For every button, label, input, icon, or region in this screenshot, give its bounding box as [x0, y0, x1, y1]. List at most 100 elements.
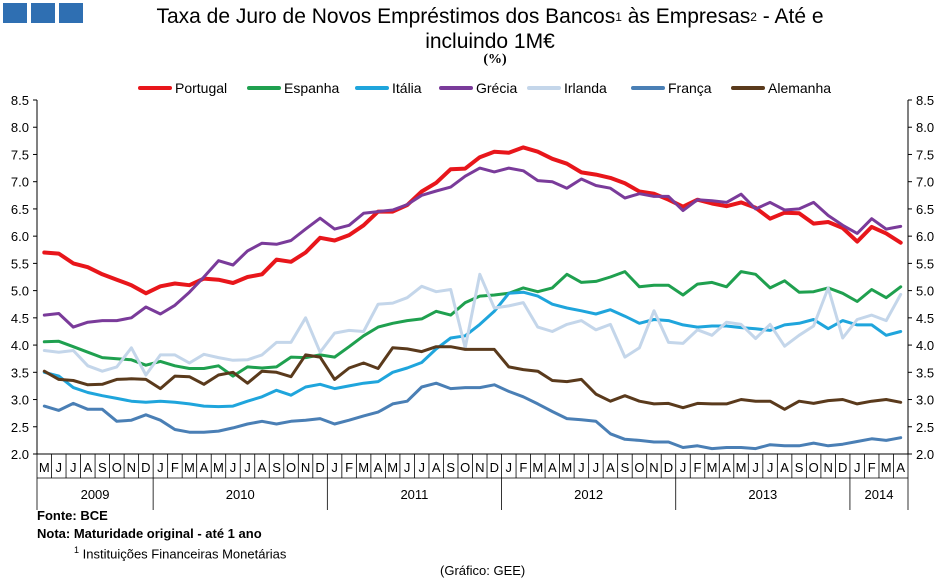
brand-square-1	[3, 3, 27, 23]
y-tick-label-left: 6.0	[11, 229, 29, 244]
chart-credit: (Gráfico: GEE)	[440, 563, 526, 578]
y-tick-label-left: 7.5	[11, 147, 29, 162]
title-part-a: Taxa de Juro de Novos Empréstimos dos Ba…	[156, 5, 616, 28]
y-tick-label-left: 7.0	[11, 175, 29, 190]
y-tick-label-right: 7.5	[916, 147, 934, 162]
source-note: Fonte: BCE	[37, 508, 108, 523]
x-month-label: F	[519, 460, 527, 475]
x-month-label: J	[244, 460, 251, 475]
x-month-label: S	[272, 460, 281, 475]
legend-label-alemanha: Alemanha	[768, 80, 831, 96]
y-tick-label-right: 2.5	[916, 420, 934, 435]
brand-square-3	[59, 3, 83, 23]
y-tick-label-right: 3.5	[916, 365, 934, 380]
x-month-label: J	[230, 460, 237, 475]
y-tick-label-right: 5.5	[916, 256, 934, 271]
legend-label-frança: França	[668, 80, 712, 96]
x-month-label: M	[387, 460, 398, 475]
title-line-2: incluindo 1M€	[425, 30, 555, 53]
x-month-label: M	[184, 460, 195, 475]
x-month-label: A	[200, 460, 209, 475]
chart-title: Taxa de Juro de Novos Empréstimos dos Ba…	[120, 4, 860, 54]
year-label: 2011	[400, 487, 428, 502]
series-line-grécia	[42, 166, 903, 329]
x-month-label: M	[561, 460, 572, 475]
y-tick-label-left: 4.5	[11, 311, 29, 326]
series-lines	[42, 145, 903, 451]
legend-label-portugal: Portugal	[175, 80, 227, 96]
year-label: 2010	[226, 487, 255, 502]
x-month-label: A	[432, 460, 441, 475]
x-month-label: M	[532, 460, 543, 475]
x-month-label: J	[752, 460, 759, 475]
footnote-text: Instituições Financeiras Monetárias	[82, 546, 287, 562]
x-month-label: J	[70, 460, 77, 475]
x-month-label: D	[490, 460, 499, 475]
x-month-label: D	[141, 460, 150, 475]
x-month-label: N	[301, 460, 310, 475]
x-month-label: S	[621, 460, 630, 475]
footnote-mark: 1	[74, 545, 80, 555]
x-month-label: M	[881, 460, 892, 475]
y-tick-label-right: 4.0	[916, 338, 934, 353]
x-month-label: M	[736, 460, 747, 475]
x-month-label: A	[606, 460, 615, 475]
x-month-label: J	[331, 460, 338, 475]
x-month-label: A	[780, 460, 789, 475]
x-month-label: M	[707, 460, 718, 475]
y-tick-label-left: 3.5	[11, 365, 29, 380]
x-month-label: M	[358, 460, 369, 475]
footnote: 1 Instituições Financeiras Monetárias	[74, 545, 286, 561]
x-month-label: F	[868, 460, 876, 475]
x-month-label: S	[795, 460, 804, 475]
x-month-label: J	[593, 460, 600, 475]
series-line-alemanha	[42, 345, 903, 411]
x-month-label: A	[258, 460, 267, 475]
x-month-label: F	[345, 460, 353, 475]
x-month-label: J	[854, 460, 861, 475]
x-month-label: O	[634, 460, 644, 475]
title-part-c: - Até e	[756, 5, 824, 28]
x-month-label: A	[722, 460, 731, 475]
x-month-label: O	[460, 460, 470, 475]
year-label: 2014	[865, 487, 894, 502]
x-month-label: M	[213, 460, 224, 475]
y-tick-label-left: 6.5	[11, 202, 29, 217]
title-sup-1: 1	[615, 10, 622, 24]
legend: Portugal Espanha Itália Grécia Irlanda França…	[138, 80, 831, 96]
x-month-label: A	[83, 460, 92, 475]
y-tick-label-left: 3.0	[11, 393, 29, 408]
x-month-label: F	[171, 460, 179, 475]
x-month-label: D	[838, 460, 847, 475]
y-tick-label-right: 3.0	[916, 393, 934, 408]
legend-label-irlanda: Irlanda	[564, 80, 607, 96]
title-sup-2: 2	[750, 10, 757, 24]
y-tick-label-right: 5.0	[916, 284, 934, 299]
year-label: 2009	[81, 487, 110, 502]
x-month-label: S	[98, 460, 107, 475]
y-tick-label-right: 4.5	[916, 311, 934, 326]
x-month-label: F	[694, 460, 702, 475]
x-month-label: J	[767, 460, 774, 475]
x-month-label: N	[475, 460, 484, 475]
x-month-label: O	[809, 460, 819, 475]
y-tick-label-left: 2.5	[11, 420, 29, 435]
x-month-label: A	[374, 460, 383, 475]
y-tick-label-right: 2.0	[916, 447, 934, 462]
y-tick-label-left: 8.0	[11, 120, 29, 135]
x-month-label: M	[39, 460, 50, 475]
y-tick-label-right: 6.0	[916, 229, 934, 244]
x-month-label: O	[112, 460, 122, 475]
series-line-itália	[42, 290, 903, 409]
legend-label-grécia: Grécia	[476, 80, 517, 96]
line-chart: Portugal Espanha Itália Grécia Irlanda França…	[11, 80, 934, 510]
y-tick-label-left: 4.0	[11, 338, 29, 353]
title-part-b: às Empresas	[621, 5, 751, 28]
x-month-label: J	[418, 460, 425, 475]
series-line-frança	[42, 381, 903, 451]
x-month-label: D	[664, 460, 673, 475]
brand-square-2	[31, 3, 55, 23]
x-month-label: J	[578, 460, 585, 475]
x-month-label: O	[286, 460, 296, 475]
maturity-note: Nota: Maturidade original - até 1 ano	[37, 526, 262, 541]
